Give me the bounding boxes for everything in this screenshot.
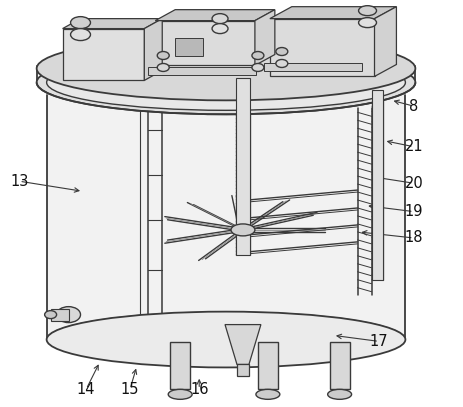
Ellipse shape [231, 224, 255, 236]
Polygon shape [255, 10, 275, 66]
Bar [258, 341, 278, 389]
Ellipse shape [276, 48, 288, 55]
Ellipse shape [37, 37, 415, 101]
Bar [371, 90, 383, 280]
Ellipse shape [256, 389, 280, 399]
Ellipse shape [47, 55, 406, 110]
Polygon shape [155, 21, 255, 66]
Ellipse shape [70, 28, 90, 41]
Text: 20: 20 [404, 176, 423, 191]
Polygon shape [270, 19, 375, 77]
Ellipse shape [37, 50, 415, 114]
Ellipse shape [252, 63, 264, 72]
Ellipse shape [44, 311, 56, 319]
Polygon shape [144, 19, 162, 81]
Ellipse shape [56, 306, 81, 323]
Ellipse shape [212, 24, 228, 34]
Text: 16: 16 [190, 382, 208, 397]
Text: 8: 8 [409, 98, 419, 114]
Polygon shape [270, 7, 396, 19]
Text: 13: 13 [10, 174, 28, 189]
Ellipse shape [70, 17, 90, 28]
Ellipse shape [328, 389, 351, 399]
Ellipse shape [358, 18, 376, 28]
Text: 18: 18 [405, 230, 423, 245]
Text: 21: 21 [405, 139, 423, 154]
Bar [264, 63, 362, 72]
Text: 15: 15 [121, 382, 139, 397]
Ellipse shape [157, 52, 169, 59]
Polygon shape [225, 325, 261, 364]
Polygon shape [63, 28, 144, 81]
Polygon shape [155, 10, 275, 21]
Bar [50, 309, 69, 321]
Bar [170, 341, 190, 389]
Text: 19: 19 [405, 204, 423, 219]
Text: 17: 17 [370, 334, 388, 349]
Ellipse shape [157, 63, 169, 72]
Ellipse shape [212, 14, 228, 24]
Bar [148, 68, 256, 75]
Ellipse shape [276, 59, 288, 68]
Ellipse shape [252, 52, 264, 59]
Ellipse shape [47, 312, 406, 368]
Bar [175, 37, 203, 55]
Polygon shape [47, 95, 406, 339]
Text: 14: 14 [77, 382, 95, 397]
Bar [236, 79, 250, 255]
Bar [237, 364, 249, 376]
Polygon shape [63, 19, 162, 28]
Polygon shape [375, 7, 396, 77]
Ellipse shape [358, 6, 376, 15]
Bar [330, 341, 350, 389]
Ellipse shape [168, 389, 192, 399]
